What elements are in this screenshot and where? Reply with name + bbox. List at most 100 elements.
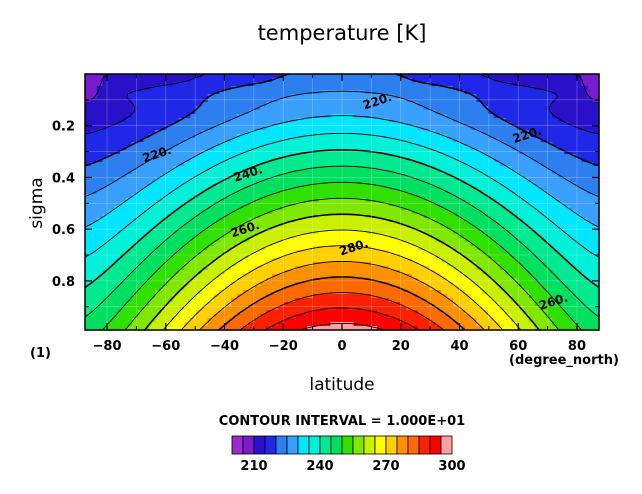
- field-cell: [458, 86, 466, 91]
- field-cell: [499, 278, 507, 283]
- field-cell: [306, 226, 314, 231]
- field-cell: [190, 206, 197, 211]
- field-cell: [295, 222, 302, 227]
- field-cell: [593, 110, 600, 115]
- field-cell: [470, 222, 477, 227]
- field-cell: [318, 274, 326, 279]
- field-cell: [219, 218, 226, 223]
- field-cell: [505, 202, 512, 207]
- field-cell: [306, 202, 314, 207]
- field-cell: [330, 198, 337, 203]
- field-cell: [236, 154, 244, 159]
- field-cell: [318, 154, 326, 159]
- field-cell: [102, 102, 109, 107]
- field-cell: [528, 126, 536, 131]
- field-cell: [511, 182, 518, 187]
- field-cell: [120, 198, 127, 203]
- field-cell: [102, 150, 109, 155]
- field-cell: [575, 282, 583, 287]
- field-cell: [458, 90, 466, 95]
- field-cell: [388, 282, 396, 287]
- field-cell: [184, 118, 191, 123]
- field-cell: [236, 130, 244, 135]
- field-cell: [271, 298, 279, 303]
- field-cell: [318, 214, 326, 219]
- field-cell: [353, 250, 361, 255]
- field-cell: [336, 130, 343, 135]
- field-cell: [435, 206, 442, 211]
- field-cell: [523, 198, 530, 203]
- field-cell: [283, 282, 291, 287]
- field-cell: [470, 114, 477, 119]
- field-cell: [85, 294, 92, 299]
- field-cell: [295, 246, 302, 251]
- field-cell: [534, 98, 542, 103]
- field-cell: [353, 154, 361, 159]
- field-cell: [464, 122, 472, 127]
- field-cell: [371, 126, 378, 131]
- field-cell: [160, 154, 168, 159]
- field-cell: [277, 82, 285, 87]
- field-cell: [184, 202, 191, 207]
- field-cell: [96, 82, 104, 87]
- field-cell: [155, 250, 162, 255]
- field-cell: [178, 106, 185, 111]
- field-cell: [511, 154, 518, 159]
- field-cell: [137, 286, 145, 291]
- field-cell: [231, 74, 238, 79]
- field-cell: [184, 226, 191, 231]
- field-cell: [458, 122, 466, 127]
- field-cell: [160, 214, 168, 219]
- field-cell: [195, 214, 203, 219]
- field-cell: [306, 174, 314, 179]
- field-cell: [131, 206, 139, 211]
- field-cell: [476, 130, 483, 135]
- field-cell: [569, 258, 577, 263]
- field-cell: [593, 150, 600, 155]
- field-cell: [342, 166, 349, 171]
- field-cell: [493, 210, 501, 215]
- field-cell: [149, 218, 156, 223]
- field-cell: [184, 274, 191, 279]
- field-cell: [143, 158, 150, 163]
- field-cell: [429, 122, 437, 127]
- field-cell: [394, 90, 402, 95]
- field-cell: [236, 114, 244, 119]
- field-cell: [441, 198, 448, 203]
- field-cell: [482, 274, 489, 279]
- field-cell: [587, 146, 594, 151]
- field-cell: [114, 298, 121, 303]
- field-cell: [441, 150, 448, 155]
- field-cell: [470, 198, 477, 203]
- field-cell: [394, 282, 402, 287]
- field-cell: [102, 230, 109, 235]
- field-cell: [371, 234, 378, 239]
- field-cell: [458, 162, 466, 167]
- field-cell: [563, 202, 571, 207]
- field-cell: [406, 102, 413, 107]
- field-cell: [225, 226, 232, 231]
- field-cell: [90, 210, 98, 215]
- field-cell: [552, 170, 559, 175]
- field-cell: [207, 282, 215, 287]
- field-cell: [330, 262, 337, 267]
- field-cell: [563, 226, 571, 231]
- field-cell: [295, 274, 302, 279]
- field-cell: [441, 94, 448, 99]
- field-cell: [85, 274, 92, 279]
- field-cell: [155, 86, 162, 91]
- field-cell: [190, 282, 197, 287]
- field-cell: [587, 230, 594, 235]
- field-cell: [394, 222, 402, 227]
- field-cell: [534, 190, 542, 195]
- field-cell: [236, 190, 244, 195]
- field-cell: [172, 242, 180, 247]
- field-cell: [540, 226, 548, 231]
- field-cell: [587, 170, 594, 175]
- field-cell: [575, 170, 583, 175]
- field-cell: [353, 178, 361, 183]
- field-cell: [336, 262, 343, 267]
- field-cell: [417, 278, 425, 283]
- field-cell: [528, 114, 536, 119]
- field-cell: [289, 122, 296, 127]
